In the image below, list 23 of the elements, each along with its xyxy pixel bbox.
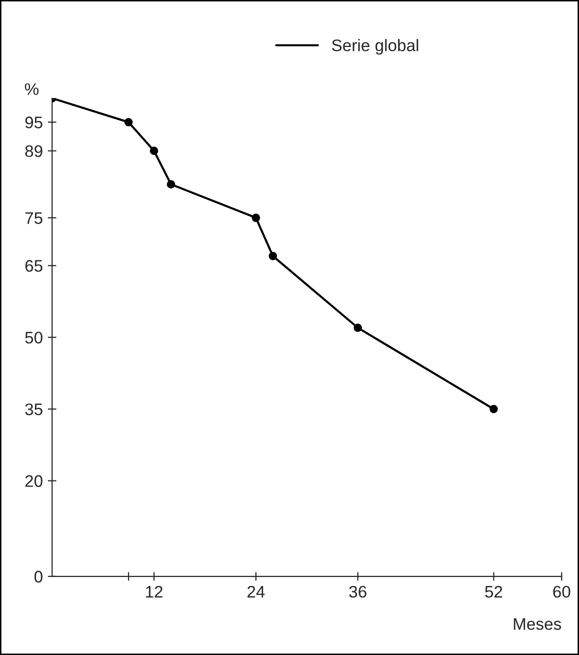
point: [252, 214, 260, 222]
y-tick-label: 50: [25, 332, 42, 344]
x-tick-label: 52: [485, 586, 502, 598]
y-tick-label: 0: [34, 570, 42, 583]
point: [490, 404, 498, 414]
point: [354, 324, 362, 332]
point: [166, 180, 176, 188]
y-tick-label: 65: [25, 260, 42, 272]
point: [268, 252, 278, 260]
x-tick-label: 60: [553, 586, 570, 598]
x-tick-label: 36: [349, 586, 366, 598]
y-tick-label: 95: [25, 116, 42, 128]
y-tick-label: 20: [25, 475, 42, 487]
point: [124, 118, 133, 126]
y-tick-label: 89: [25, 145, 42, 158]
x-tick-label: 24: [247, 586, 265, 598]
x-axis-title: Meses: [514, 618, 562, 630]
y-tick-label: 75: [25, 212, 42, 224]
y-tick-label: 35: [25, 403, 42, 416]
y-axis-title: %: [24, 83, 39, 95]
legend-label: Serie global: [332, 39, 418, 55]
point: [150, 146, 158, 156]
x-tick-label: 12: [146, 586, 162, 598]
